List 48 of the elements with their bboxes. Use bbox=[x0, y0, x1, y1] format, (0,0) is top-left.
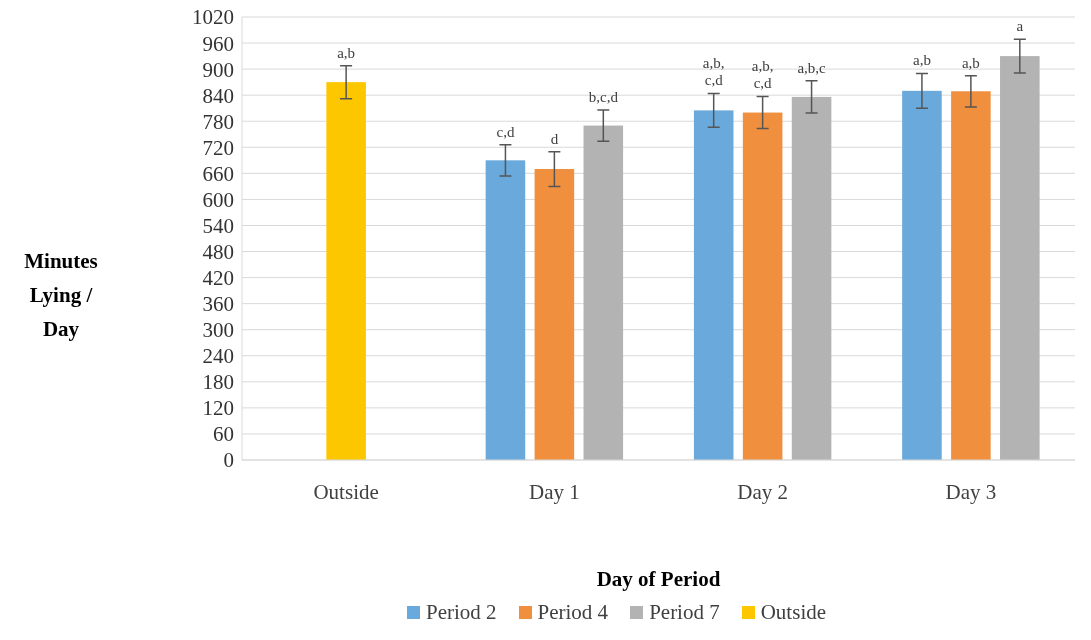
bar bbox=[693, 110, 734, 460]
bar bbox=[326, 82, 366, 460]
bar bbox=[534, 169, 575, 460]
bar bbox=[951, 91, 991, 460]
data-label: d bbox=[550, 130, 559, 147]
y-tick-label: 960 bbox=[202, 31, 234, 56]
y-tick-label: 240 bbox=[202, 344, 234, 369]
y-tick-label: 540 bbox=[202, 213, 234, 238]
x-axis-title: Day of Period bbox=[596, 567, 721, 591]
y-tick-label: 900 bbox=[202, 57, 234, 82]
bar bbox=[902, 90, 942, 460]
data-label: a,b bbox=[337, 44, 356, 61]
bar bbox=[583, 125, 624, 460]
y-tick-label: 600 bbox=[202, 187, 234, 212]
y-tick-label: 780 bbox=[202, 109, 234, 134]
y-tick-label: 840 bbox=[202, 83, 234, 108]
y-tick-label: 60 bbox=[213, 422, 234, 447]
y-tick-label: 300 bbox=[202, 318, 234, 343]
data-label: a,b, c,d bbox=[751, 58, 774, 92]
bar bbox=[485, 160, 526, 460]
data-label: a,b bbox=[961, 54, 980, 71]
data-label: c,d bbox=[496, 123, 515, 140]
y-tick-label: 660 bbox=[202, 161, 234, 186]
bar bbox=[742, 112, 783, 460]
y-tick-label: 1020 bbox=[192, 5, 234, 30]
y-axis-title: Minutes Lying / Day bbox=[23, 248, 99, 343]
data-label: a,b bbox=[912, 52, 931, 69]
y-tick-label: 480 bbox=[202, 239, 234, 264]
legend-label: Period 2 bbox=[424, 600, 497, 624]
y-tick-label: 720 bbox=[202, 135, 234, 160]
y-tick-label: 0 bbox=[223, 448, 234, 473]
bar bbox=[791, 96, 832, 460]
data-label: a bbox=[1016, 18, 1024, 35]
data-label: a,b, c,d bbox=[702, 55, 725, 89]
legend-label: Outside bbox=[759, 600, 827, 624]
x-tick-label: Day 2 bbox=[737, 479, 788, 504]
y-tick-label: 120 bbox=[202, 396, 234, 421]
legend-label: Period 4 bbox=[536, 600, 609, 624]
y-tick-label: 360 bbox=[202, 292, 234, 317]
y-tick-label: 420 bbox=[202, 266, 234, 291]
bar bbox=[1000, 56, 1040, 460]
data-label: a,b,c bbox=[797, 59, 827, 76]
x-tick-label: Day 1 bbox=[529, 479, 580, 504]
legend-label: Period 7 bbox=[648, 600, 720, 624]
y-tick-label: 180 bbox=[202, 370, 234, 395]
data-label: b,c,d bbox=[588, 88, 619, 105]
x-tick-label: Day 3 bbox=[945, 479, 997, 504]
x-tick-label: Outside bbox=[313, 479, 379, 504]
